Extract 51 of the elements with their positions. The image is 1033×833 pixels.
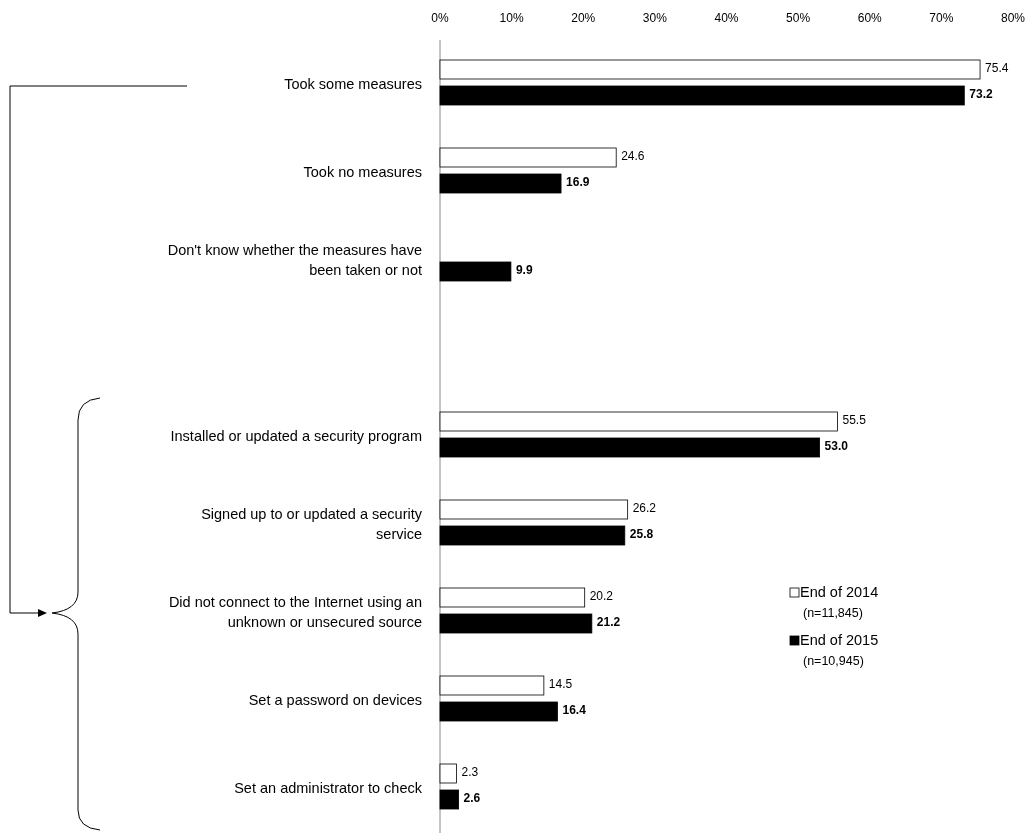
y-tick-label: Installed or updated a security program xyxy=(170,428,422,444)
data-label: 25.8 xyxy=(629,527,654,541)
bar xyxy=(439,587,586,608)
bar xyxy=(439,261,512,282)
y-tick-label: Don't know whether the measures have been taken or not xyxy=(167,242,422,278)
data-label: 55.5 xyxy=(842,413,867,427)
bar xyxy=(439,437,821,458)
data-label: 73.2 xyxy=(969,87,993,101)
data-label: 21.2 xyxy=(596,615,621,629)
x-tick-label: 40% xyxy=(714,11,739,25)
bar xyxy=(439,789,460,810)
y-tick-label: Signed up to or updated a security service xyxy=(201,506,423,542)
bar xyxy=(439,411,838,432)
x-tick-label: 60% xyxy=(857,11,883,25)
y-tick-label: Set an administrator to check xyxy=(234,780,423,796)
x-tick-label: 70% xyxy=(929,11,954,25)
bar xyxy=(439,701,558,722)
data-label: 75.4 xyxy=(985,61,1009,75)
data-label: 16.4 xyxy=(562,703,587,717)
bar xyxy=(439,173,562,194)
data-label: 20.2 xyxy=(589,589,614,603)
data-label: 53.0 xyxy=(824,439,849,453)
y-tick-label: Set a password on devices xyxy=(248,692,422,708)
bar xyxy=(439,525,626,546)
bar xyxy=(439,613,593,634)
y-tick-label: Took some measures xyxy=(284,76,422,92)
annotation: (n=11,845) xyxy=(803,606,863,620)
legend-label: End of 2015 xyxy=(800,632,879,648)
x-tick-label: 20% xyxy=(571,11,596,25)
x-tick-label: 30% xyxy=(642,11,668,25)
x-tick-label: 10% xyxy=(499,11,524,25)
data-label: 26.2 xyxy=(632,501,657,515)
x-tick-label: 0% xyxy=(431,11,449,25)
data-label: 14.5 xyxy=(548,677,573,691)
bar xyxy=(439,499,629,520)
data-label: 2.3 xyxy=(461,765,479,779)
bar xyxy=(439,85,965,106)
data-label: 9.9 xyxy=(515,263,533,277)
y-tick-label: Took no measures xyxy=(303,164,422,180)
bar xyxy=(439,147,617,168)
y-tick-label: Did not connect to the Internet using an unknown or unsecured source xyxy=(168,594,422,630)
annotation: (n=10,945) xyxy=(803,654,864,668)
x-tick-label: 50% xyxy=(786,11,811,25)
data-label: 2.6 xyxy=(463,791,481,805)
bar xyxy=(439,675,545,696)
legend-label: End of 2014 xyxy=(800,584,879,600)
bar xyxy=(439,59,981,80)
data-label: 16.9 xyxy=(566,175,590,189)
bar xyxy=(439,763,457,784)
data-label: 24.6 xyxy=(621,149,645,163)
x-tick-label: 80% xyxy=(1000,11,1026,25)
